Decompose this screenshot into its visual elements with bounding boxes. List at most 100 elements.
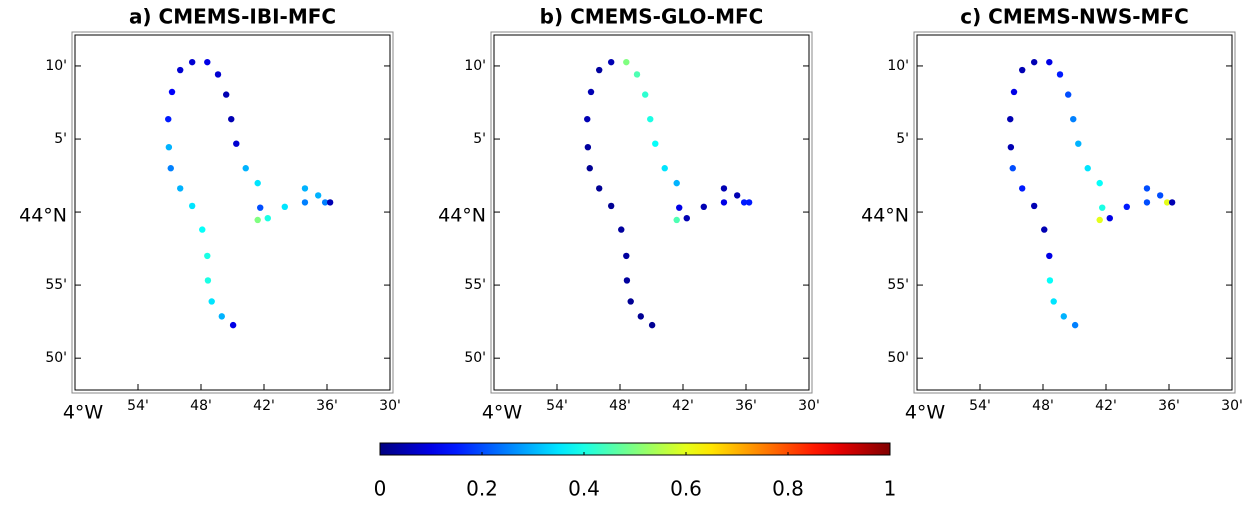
x-tick-label: 4°W (905, 402, 946, 424)
x-tick-label: 36' (1158, 398, 1180, 414)
track-point (1010, 88, 1018, 96)
colorbar-tick-label: 0.8 (772, 477, 804, 501)
track-point (1019, 185, 1026, 192)
track-point (1168, 199, 1176, 206)
colorbar-tick-label: 0.4 (568, 477, 600, 501)
y-tick-label: 44°N (19, 205, 67, 227)
track-point (637, 313, 644, 320)
track-point (1106, 214, 1113, 222)
track-point (584, 143, 592, 151)
track-point (1163, 199, 1171, 206)
y-tick-label: 5' (54, 131, 67, 147)
track-point (1096, 179, 1103, 187)
track-point (652, 140, 659, 147)
track-point (204, 58, 211, 66)
track-point (208, 298, 215, 305)
track-point (607, 202, 615, 210)
track-point (740, 199, 748, 206)
track-point (623, 58, 630, 66)
track-point (1007, 143, 1015, 151)
track-point (165, 115, 172, 123)
track-point (733, 192, 741, 199)
y-tick-label: 5' (896, 131, 909, 147)
track-point (596, 185, 603, 192)
track-point (204, 277, 212, 284)
panel-title: c) CMEMS-NWS-MFC (960, 5, 1189, 29)
x-tick-label: 48' (1032, 398, 1054, 414)
track-point (321, 199, 329, 206)
track-point (1123, 203, 1130, 211)
track-point (199, 226, 206, 233)
track-point (700, 203, 707, 211)
track-point (228, 115, 235, 123)
track-point (233, 140, 240, 147)
y-tick-label: 55' (464, 277, 486, 293)
y-tick-label: 10' (464, 58, 486, 74)
x-tick-label: 54' (127, 398, 149, 414)
track-point (1070, 115, 1077, 123)
track-point (720, 185, 728, 192)
frame-border (913, 31, 1236, 394)
track-point (168, 88, 176, 96)
track-point (661, 165, 668, 172)
track-point (281, 203, 288, 211)
track-point (673, 216, 680, 224)
x-tick-label: 30' (1221, 398, 1243, 414)
track-point (1060, 313, 1067, 320)
track-point (1046, 58, 1053, 66)
x-tick-label: 42' (1095, 398, 1117, 414)
track-point (1065, 91, 1072, 98)
y-tick-label: 10' (45, 58, 67, 74)
x-tick-label: 4°W (482, 402, 523, 424)
track-point (188, 202, 196, 210)
track-point (1056, 71, 1064, 78)
track-point (618, 226, 625, 233)
track-point (642, 91, 649, 98)
colorbar-tick-label: 0 (374, 477, 387, 501)
plot-frame (74, 34, 391, 391)
track-point (301, 199, 309, 206)
x-tick-label: 42' (672, 398, 694, 414)
x-tick-label: 36' (735, 398, 757, 414)
track-point (177, 185, 184, 192)
track-point (314, 192, 322, 199)
track-point (1046, 277, 1054, 284)
plot-frame (493, 34, 810, 391)
track-point (1050, 298, 1057, 305)
y-tick-label: 55' (45, 277, 67, 293)
track-point (229, 321, 237, 329)
frame-border (490, 31, 813, 394)
track-point (264, 214, 271, 222)
track-point (1046, 252, 1053, 260)
track-point (218, 313, 225, 320)
track-point (254, 179, 261, 187)
x-tick-label: 30' (798, 398, 820, 414)
x-tick-label: 54' (546, 398, 568, 414)
plot-frame (916, 34, 1233, 391)
track-point (214, 71, 222, 78)
track-point (1084, 165, 1091, 172)
track-point (607, 58, 615, 66)
y-tick-label: 55' (887, 277, 909, 293)
track-point (627, 298, 634, 305)
track-point (1075, 140, 1082, 147)
track-point (596, 66, 603, 74)
track-point (1030, 58, 1038, 66)
x-tick-label: 30' (379, 398, 401, 414)
track-point (1030, 202, 1038, 210)
colorbar-tick-label: 0.2 (466, 477, 498, 501)
track-point (584, 115, 591, 123)
track-point (623, 277, 631, 284)
track-point (648, 321, 656, 329)
track-point (1143, 185, 1151, 192)
track-point (1009, 165, 1016, 172)
x-tick-label: 42' (253, 398, 275, 414)
track-point (326, 199, 334, 206)
colorbar-tick-label: 1 (884, 477, 897, 501)
track-point (257, 204, 264, 211)
track-point (223, 91, 230, 98)
x-tick-label: 48' (609, 398, 631, 414)
track-point (188, 58, 196, 66)
track-point (586, 165, 593, 172)
